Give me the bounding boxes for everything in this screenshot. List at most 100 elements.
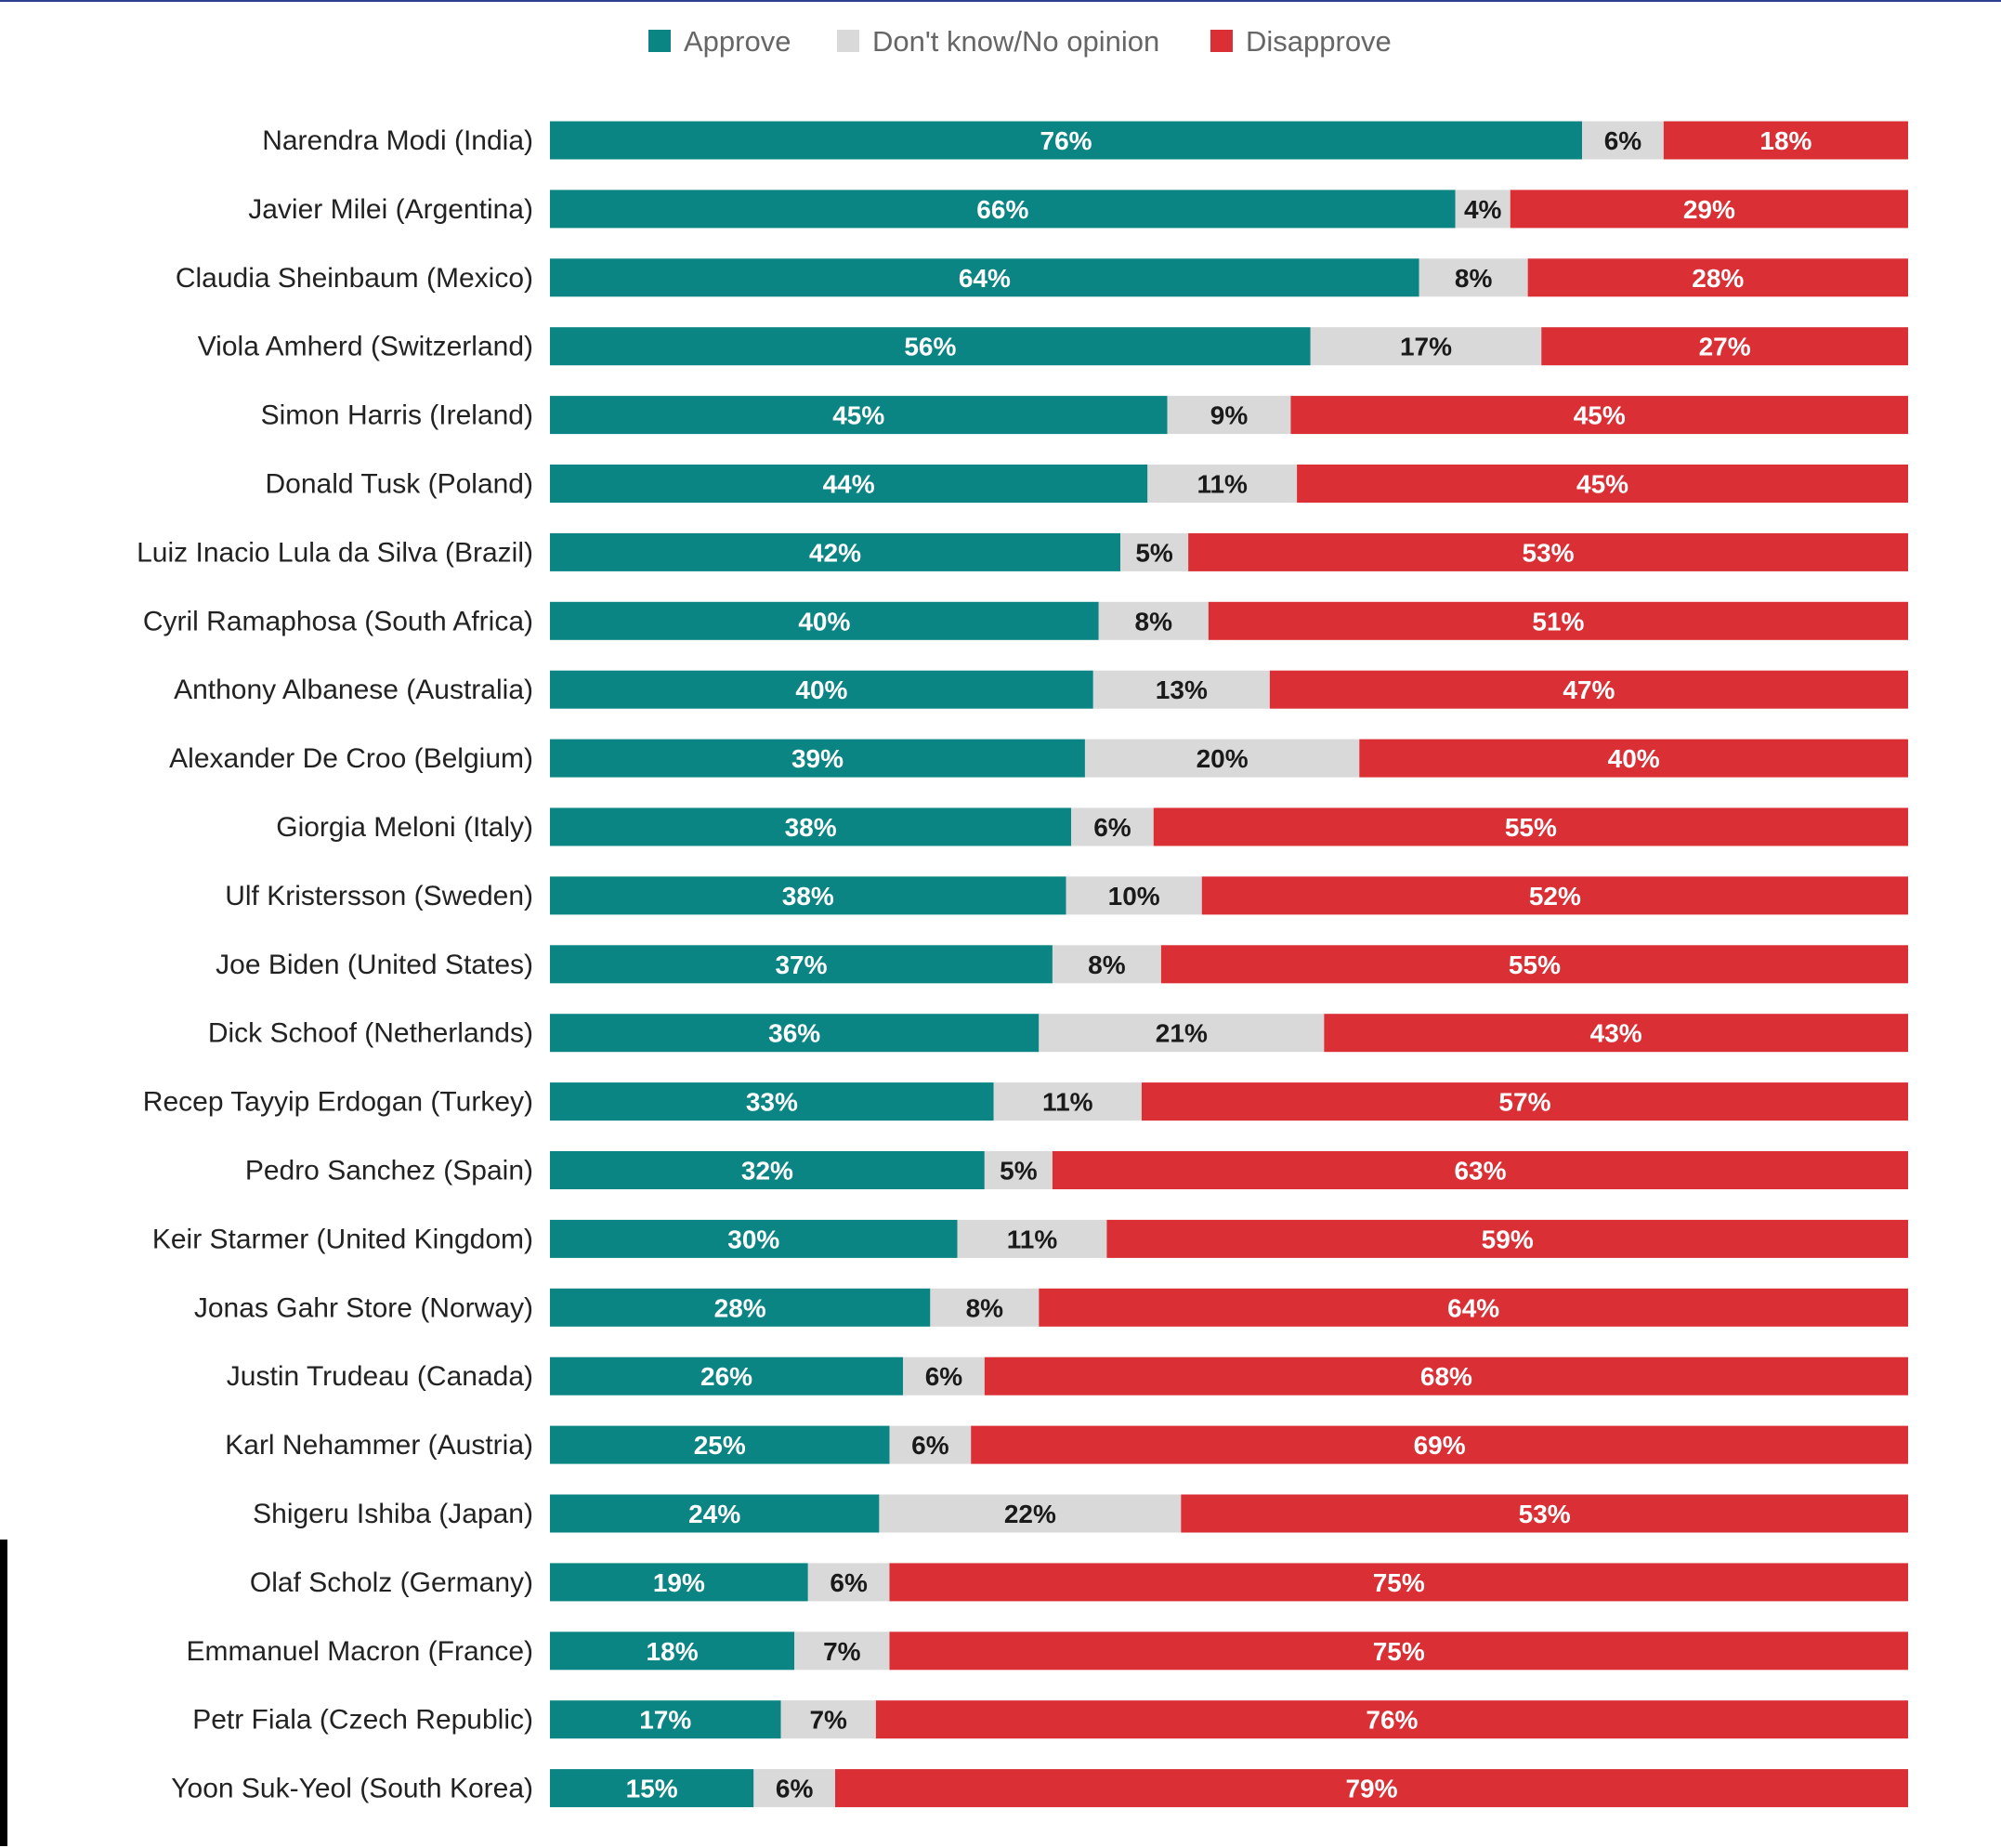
bar-segment-approve: [550, 532, 1121, 571]
data-label-disapprove: 63%: [1454, 1157, 1506, 1186]
data-label-approve: 25%: [694, 1431, 746, 1460]
row-label: Pedro Sanchez (Spain): [245, 1156, 533, 1186]
bar-segment-disapprove: [1201, 876, 1908, 915]
data-label-approve: 33%: [746, 1088, 798, 1117]
bar-segment-no_opinion: [1167, 396, 1291, 435]
row-label: Karl Nehammer (Austria): [225, 1430, 533, 1461]
data-label-no_opinion: 13%: [1156, 675, 1208, 704]
data-label-no_opinion: 5%: [1000, 1157, 1038, 1186]
data-label-disapprove: 28%: [1692, 264, 1744, 293]
bar-segment-disapprove: [1208, 601, 1908, 640]
data-label-approve: 44%: [823, 470, 875, 499]
bar-segment-disapprove: [1106, 1219, 1908, 1258]
data-label-disapprove: 59%: [1482, 1225, 1534, 1253]
row-label: Emmanuel Macron (France): [187, 1636, 533, 1667]
bar-segment-approve: [550, 670, 1093, 709]
bar-segment-disapprove: [889, 1632, 1908, 1671]
bar-segment-disapprove: [1269, 670, 1908, 709]
bar-row-dick-schoof-netherlands: Dick Schoof (Netherlands) 36% 21% 43%: [208, 1014, 1908, 1053]
bar-segment-approve: [550, 121, 1583, 160]
bar-segment-approve: [550, 327, 1311, 366]
row-label: Alexander De Croo (Belgium): [169, 743, 533, 774]
bar-segment-disapprove: [971, 1425, 1908, 1464]
row-label: Cyril Ramaphosa (South Africa): [143, 606, 533, 636]
data-label-disapprove: 29%: [1683, 195, 1735, 224]
bar-row-cyril-ramaphosa-south-africa: Cyril Ramaphosa (South Africa) 40% 8% 51%: [143, 601, 1908, 640]
data-label-disapprove: 79%: [1345, 1775, 1397, 1803]
data-label-no_opinion: 4%: [1464, 195, 1502, 224]
data-label-no_opinion: 5%: [1135, 538, 1173, 567]
data-label-disapprove: 51%: [1532, 607, 1584, 636]
data-label-no_opinion: 20%: [1197, 744, 1249, 773]
bar-segment-disapprove: [1297, 465, 1908, 503]
bar-segment-approve: [550, 1082, 994, 1121]
data-label-no_opinion: 11%: [1042, 1088, 1093, 1117]
bar-segment-disapprove: [1290, 396, 1908, 435]
bar-segment-no_opinion: [1092, 670, 1270, 709]
row-label: Narendra Modi (India): [262, 125, 533, 156]
bar-segment-approve: [550, 1769, 754, 1808]
data-label-disapprove: 57%: [1498, 1088, 1550, 1117]
data-label-disapprove: 75%: [1373, 1637, 1425, 1666]
legend-swatch-disapprove: [1210, 30, 1233, 52]
bar-segment-no_opinion: [993, 1082, 1142, 1121]
top-rule: [0, 0, 2001, 2]
bar-row-emmanuel-macron-france: Emmanuel Macron (France) 18% 7% 75%: [187, 1632, 1908, 1671]
data-label-disapprove: 76%: [1366, 1706, 1418, 1735]
bar-row-narendra-modi-india: Narendra Modi (India) 76% 6% 18%: [262, 121, 1908, 160]
legend-swatch-no_opinion: [837, 30, 859, 52]
bar-row-joe-biden-united-states: Joe Biden (United States) 37% 8% 55%: [216, 945, 1908, 984]
bar-segment-no_opinion: [1084, 739, 1360, 778]
row-label: Olaf Scholz (Germany): [250, 1567, 533, 1598]
row-label: Keir Starmer (United Kingdom): [152, 1224, 533, 1254]
bar-segment-no_opinion: [1582, 121, 1664, 160]
bar-segment-no_opinion: [1066, 876, 1202, 915]
bar-row-alexander-de-croo-belgium: Alexander De Croo (Belgium) 39% 20% 40%: [169, 739, 1908, 778]
data-label-approve: 39%: [791, 744, 844, 773]
bar-row-donald-tusk-poland: Donald Tusk (Poland) 44% 11% 45%: [266, 465, 1908, 503]
data-label-approve: 17%: [639, 1706, 691, 1735]
bar-segment-no_opinion: [1455, 190, 1511, 229]
data-label-approve: 36%: [768, 1019, 820, 1048]
bar-segment-approve: [550, 1632, 795, 1671]
legend-swatch-approve: [648, 30, 671, 52]
bar-row-jonas-gahr-store-norway: Jonas Gahr Store (Norway) 28% 8% 64%: [194, 1288, 1908, 1327]
data-label-disapprove: 64%: [1447, 1293, 1499, 1322]
bar-segment-no_opinion: [780, 1700, 876, 1739]
bar-segment-no_opinion: [1120, 532, 1189, 571]
data-label-disapprove: 43%: [1590, 1019, 1642, 1048]
bar-segment-approve: [550, 190, 1456, 229]
bar-segment-disapprove: [984, 1357, 1908, 1396]
data-label-approve: 64%: [959, 264, 1011, 293]
bar-segment-no_opinion: [930, 1288, 1040, 1327]
bar-segment-no_opinion: [957, 1219, 1107, 1258]
bar-row-giorgia-meloni-italy: Giorgia Meloni (Italy) 38% 6% 55%: [276, 807, 1908, 846]
data-label-no_opinion: 8%: [1455, 264, 1493, 293]
bar-segment-disapprove: [1663, 121, 1908, 160]
bar-row-simon-harris-ireland: Simon Harris (Ireland) 45% 9% 45%: [261, 396, 1908, 435]
data-label-no_opinion: 11%: [1007, 1225, 1058, 1253]
data-label-no_opinion: 6%: [1604, 126, 1642, 155]
bar-row-recep-tayyip-erdogan-turkey: Recep Tayyip Erdogan (Turkey) 33% 11% 57%: [143, 1082, 1908, 1121]
bar-segment-approve: [550, 465, 1148, 503]
bar-segment-approve: [550, 1700, 781, 1739]
data-label-no_opinion: 17%: [1400, 333, 1452, 361]
bar-segment-no_opinion: [1039, 1014, 1325, 1053]
data-label-disapprove: 55%: [1505, 813, 1557, 842]
data-label-no_opinion: 9%: [1210, 401, 1249, 430]
bar-segment-no_opinion: [903, 1357, 985, 1396]
bar-segment-disapprove: [1359, 739, 1908, 778]
row-label: Giorgia Meloni (Italy): [276, 812, 533, 843]
data-label-disapprove: 27%: [1699, 333, 1751, 361]
data-label-disapprove: 53%: [1523, 538, 1575, 567]
bar-segment-approve: [550, 1357, 904, 1396]
data-label-approve: 66%: [976, 195, 1028, 224]
data-label-disapprove: 75%: [1373, 1568, 1425, 1597]
bar-segment-no_opinion: [753, 1769, 836, 1808]
bar-row-shigeru-ishiba-japan: Shigeru Ishiba (Japan) 24% 22% 53%: [253, 1494, 1908, 1533]
data-label-no_opinion: 10%: [1108, 882, 1160, 911]
data-label-no_opinion: 7%: [809, 1706, 847, 1735]
bar-segment-approve: [550, 258, 1419, 297]
